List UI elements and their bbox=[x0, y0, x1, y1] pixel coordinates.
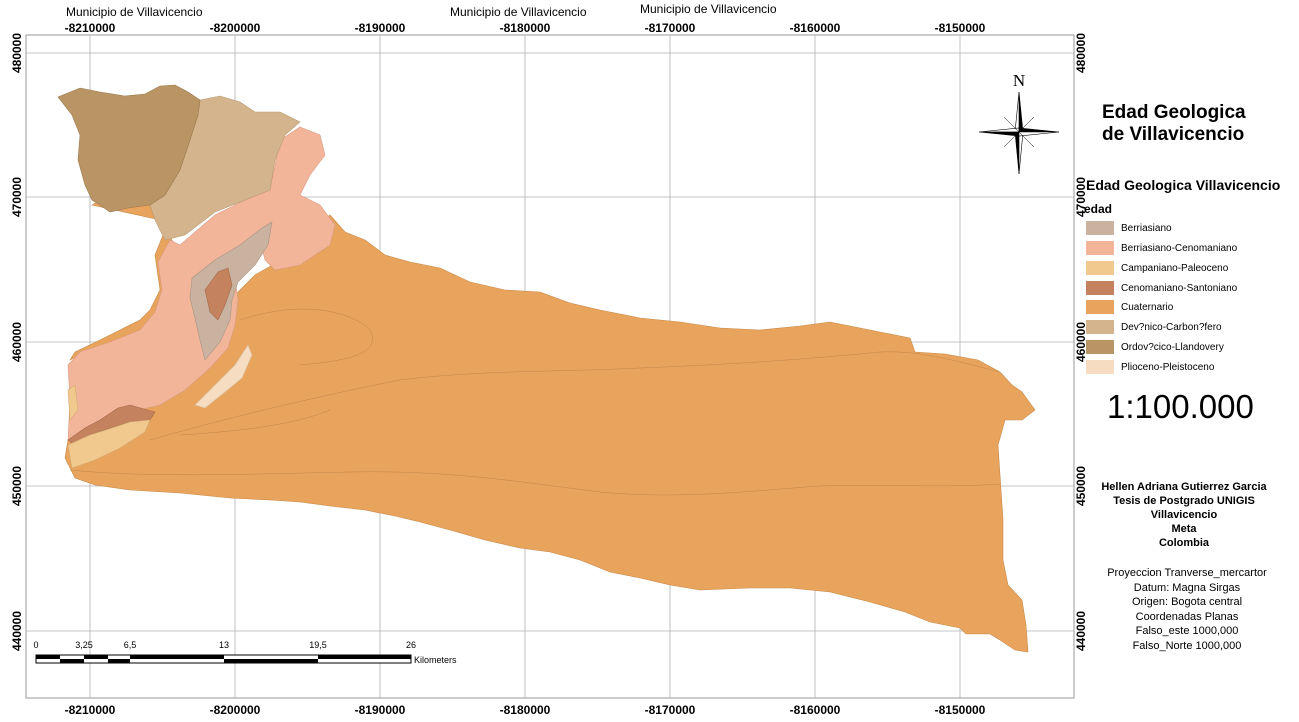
scale-bar-label: 13 bbox=[218, 640, 230, 650]
y-tick-left: 460000 bbox=[10, 321, 24, 363]
north-arrow-icon: N bbox=[974, 70, 1064, 185]
legend-label: Plioceno-Pleistoceno bbox=[1121, 361, 1215, 373]
legend-label: Berriasiano-Cenomaniano bbox=[1121, 242, 1238, 254]
map-title: Edad Geologica de Villavicencio bbox=[1102, 102, 1246, 145]
y-tick-right: 470000 bbox=[1074, 176, 1088, 218]
scale-bar-label: 6,5 bbox=[123, 640, 137, 650]
legend-item: Berriasiano-Cenomaniano bbox=[1086, 241, 1237, 255]
x-tick-top: -8210000 bbox=[64, 21, 116, 35]
legend-title: Edad Geologica Villavicencio bbox=[1086, 177, 1281, 193]
legend-item: Berriasiano bbox=[1086, 221, 1172, 235]
scale-bar-label: 0 bbox=[33, 640, 39, 650]
y-tick-left: 450000 bbox=[10, 465, 24, 507]
legend-label: Cenomaniano-Santoniano bbox=[1121, 282, 1238, 294]
x-tick-top: -8160000 bbox=[789, 21, 841, 35]
legend-item: Dev?nico-Carbon?fero bbox=[1086, 320, 1222, 334]
projection-info: Proyeccion Tranverse_mercartor Datum: Ma… bbox=[1107, 567, 1267, 652]
unit-berriasiano bbox=[189, 221, 273, 361]
legend-swatch bbox=[1086, 360, 1114, 374]
x-tick-bottom: -8190000 bbox=[354, 703, 406, 717]
x-tick-top: -8150000 bbox=[934, 21, 986, 35]
x-tick-bottom: -8200000 bbox=[209, 703, 261, 717]
author-credits: Hellen Adriana Gutierrez Garcia Tesis de… bbox=[1101, 481, 1267, 549]
legend-item: Ordov?cico-Llandovery bbox=[1086, 340, 1224, 354]
unit-cuaternario bbox=[64, 214, 1036, 653]
x-tick-bottom: -8150000 bbox=[934, 703, 986, 717]
legend-swatch bbox=[1086, 281, 1114, 295]
legend-swatch bbox=[1086, 241, 1114, 255]
y-tick-right: 480000 bbox=[1074, 32, 1088, 74]
legend-item: Cenomaniano-Santoniano bbox=[1086, 281, 1237, 295]
geology-units bbox=[57, 84, 1036, 653]
legend-swatch bbox=[1086, 320, 1114, 334]
y-tick-left: 440000 bbox=[10, 610, 24, 652]
scale-bar-label: 19,5 bbox=[309, 640, 327, 650]
x-tick-bottom: -8170000 bbox=[644, 703, 696, 717]
map-border bbox=[25, 34, 1075, 699]
legend-swatch bbox=[1086, 221, 1114, 235]
scale-bar-label: 26 bbox=[405, 640, 417, 650]
legend-label: Cuaternario bbox=[1121, 301, 1174, 313]
scale-ratio: 1:100.000 bbox=[1107, 388, 1254, 425]
unit-ordovicico-llandovery bbox=[57, 84, 201, 213]
legend-swatch bbox=[1086, 340, 1114, 354]
scale-bar-unit: Kilometers bbox=[414, 655, 457, 665]
legend-item: Plioceno-Pleistoceno bbox=[1086, 360, 1214, 374]
y-tick-right: 440000 bbox=[1074, 610, 1088, 652]
north-label: N bbox=[1013, 71, 1025, 90]
y-tick-left: 480000 bbox=[10, 32, 24, 74]
x-tick-bottom: -8160000 bbox=[789, 703, 841, 717]
x-tick-top: -8190000 bbox=[354, 21, 406, 35]
legend-subtitle: edad bbox=[1084, 202, 1113, 216]
legend-item: Campaniano-Paleoceno bbox=[1086, 261, 1228, 275]
x-tick-top: -8180000 bbox=[499, 21, 551, 35]
unit-plioceno-pleistoceno bbox=[194, 344, 253, 409]
scale-bar bbox=[35, 654, 412, 664]
legend-label: Campaniano-Paleoceno bbox=[1121, 262, 1229, 274]
x-tick-bottom: -8210000 bbox=[64, 703, 116, 717]
municipality-label: Municipio de Villavicencio bbox=[66, 5, 203, 19]
unit-campaniano-paleoceno bbox=[67, 419, 151, 469]
municipality-label: Municipio de Villavicencio bbox=[640, 2, 777, 16]
scale-bar-label: 3,25 bbox=[75, 640, 93, 650]
legend-swatch bbox=[1086, 261, 1114, 275]
legend-label: Berriasiano bbox=[1121, 222, 1172, 234]
x-tick-top: -8200000 bbox=[209, 21, 261, 35]
legend-label: Ordov?cico-Llandovery bbox=[1121, 341, 1224, 353]
x-tick-bottom: -8180000 bbox=[499, 703, 551, 717]
legend-item: Cuaternario bbox=[1086, 300, 1173, 314]
municipality-label: Municipio de Villavicencio bbox=[450, 5, 587, 19]
legend-label: Dev?nico-Carbon?fero bbox=[1121, 321, 1222, 333]
legend-swatch bbox=[1086, 300, 1114, 314]
x-tick-top: -8170000 bbox=[644, 21, 696, 35]
y-tick-left: 470000 bbox=[10, 176, 24, 218]
